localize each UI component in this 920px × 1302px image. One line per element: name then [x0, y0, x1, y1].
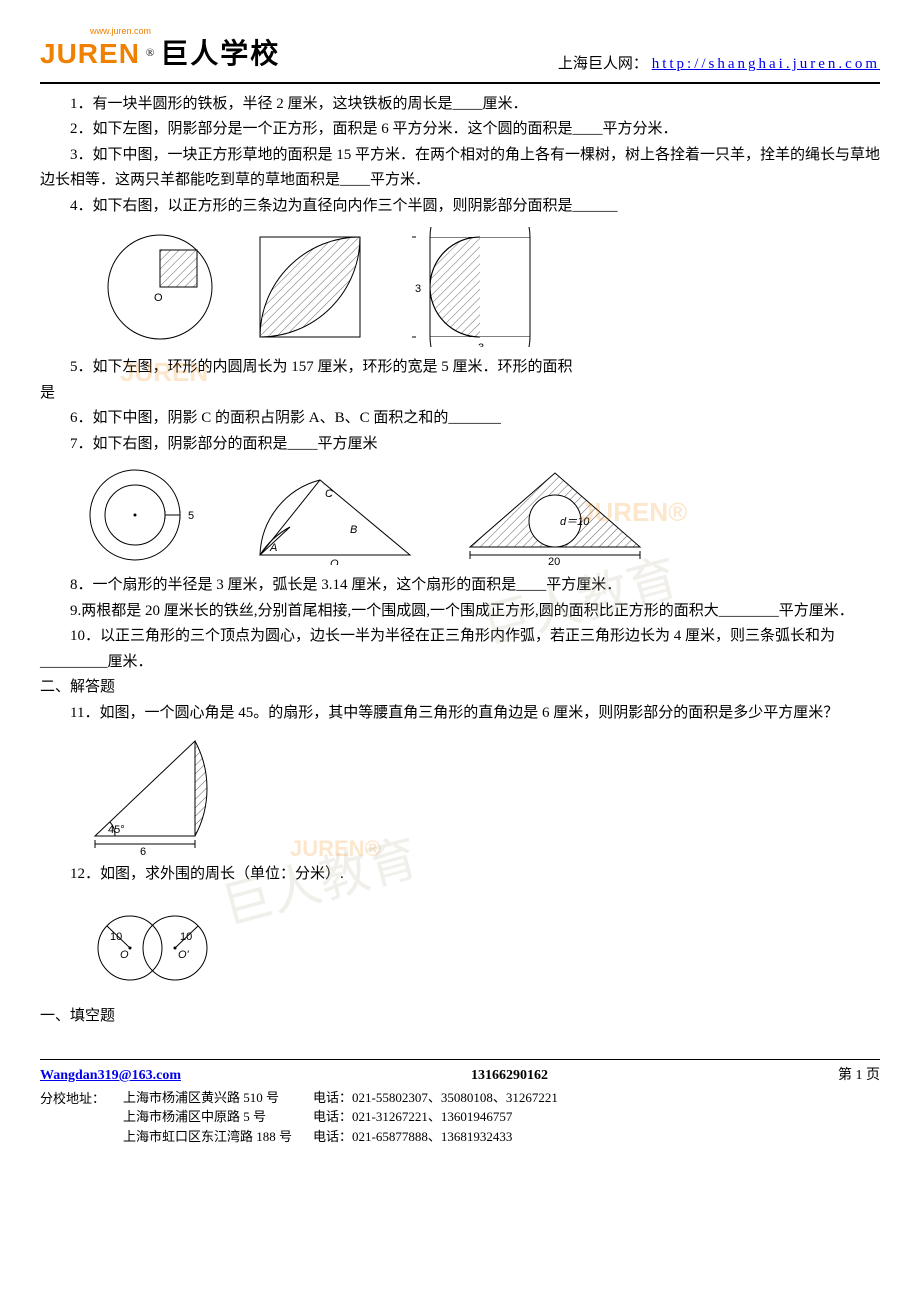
fig-q6-B: B [350, 524, 357, 536]
fig-q12-Op: O' [178, 949, 190, 961]
question-11: 11．如图，一个圆心角是 45。的扇形，其中等腰直角三角形的直角边是 6 厘米，… [40, 701, 880, 727]
figure-q7: d＝10 20 [460, 465, 650, 565]
question-12: 12．如图，求外围的周长（单位：分米）. [40, 862, 880, 888]
fig-q12-O: O [120, 949, 129, 961]
figure-q6: A B C O [250, 465, 420, 565]
figure-row-2: 5 A B C O d＝10 20 [40, 457, 880, 573]
fig-q11-angle: 45° [108, 824, 125, 836]
tel-1: 电话：021-55802307、35080108、31267221 [313, 1090, 558, 1105]
fig-q4-dim-v: 3 [415, 283, 421, 295]
fig-q11-base: 6 [140, 846, 146, 856]
logo-url: www.juren.com [90, 24, 151, 39]
fig-q12-r1: 10 [110, 931, 122, 943]
section-1: 一、填空题 [40, 1004, 880, 1030]
footer-email[interactable]: Wangdan319@163.com [40, 1064, 181, 1088]
addr-2: 上海市杨浦区中原路 5 号 [123, 1107, 313, 1127]
footer-phone: 13166290162 [471, 1064, 548, 1088]
section-2: 二、解答题 [40, 675, 880, 701]
footer-addr-label: 分校地址： [40, 1088, 105, 1147]
fig-label-O: O [154, 292, 163, 304]
question-10: 10．以正三角形的三个顶点为圆心，边长一半为半径在正三角形内作弧，若正三角形边长… [40, 624, 880, 675]
page-header: JUREN ® 巨人学校 www.juren.com 上海巨人网： http:/… [40, 30, 880, 84]
logo-text: 巨人学校 [160, 30, 280, 78]
figure-q5: 5 [80, 465, 210, 565]
question-4: 4．如下右图，以正方形的三条边为直径向内作三个半圆，则阴影部分面积是______ [40, 194, 880, 220]
logo: JUREN ® 巨人学校 www.juren.com [40, 30, 280, 78]
addr-1: 上海市杨浦区黄兴路 510 号 [123, 1088, 313, 1108]
figure-q4: 3 3 [400, 227, 550, 347]
figure-row-1: O [40, 219, 880, 355]
content-body: 1．有一块半圆形的铁板，半径 2 厘米，这块铁板的周长是____厘米． 2．如下… [40, 92, 880, 1040]
question-5b: 是 [40, 381, 880, 407]
figure-q3 [250, 227, 380, 347]
fig-q7-d: d＝10 [560, 516, 590, 528]
header-link-area: 上海巨人网： http://shanghai.juren.com [558, 52, 880, 78]
figure-q2: O [100, 227, 230, 347]
fig-q4-dim-h: 3 [478, 342, 484, 347]
question-9: 9.两根都是 20 厘米长的铁丝,分别首尾相接,一个围成圆,一个围成正方形,圆的… [40, 599, 880, 625]
tel-2: 电话：021-31267221、13601946757 [313, 1109, 512, 1124]
footer-addr-lines: 上海市杨浦区黄兴路 510 号电话：021-55802307、35080108、… [123, 1088, 558, 1147]
question-8: 8．一个扇形的半径是 3 厘米，弧长是 3.14 厘米，这个扇形的面积是____… [40, 573, 880, 599]
question-3: 3．如下中图，一块正方形草地的面积是 15 平方米．在两个相对的角上各有一棵树，… [40, 143, 880, 194]
question-1: 1．有一块半圆形的铁板，半径 2 厘米，这块铁板的周长是____厘米． [40, 92, 880, 118]
page-footer: Wangdan319@163.com 13166290162 第 1 页 分校地… [40, 1059, 880, 1146]
site-label: 上海巨人网： [558, 56, 648, 72]
question-6: 6．如下中图，阴影 C 的面积占阴影 A、B、C 面积之和的_______ [40, 406, 880, 432]
fig-q5-dim: 5 [188, 510, 194, 522]
question-2: 2．如下左图，阴影部分是一个正方形，面积是 6 平方分米．这个圆的面积是____… [40, 117, 880, 143]
figure-q12: 10 10 O O' [80, 898, 240, 998]
footer-page: 第 1 页 [838, 1064, 880, 1088]
fig-q12-r2: 10 [180, 931, 192, 943]
question-7: 7．如下右图，阴影部分的面积是____平方厘米 [40, 432, 880, 458]
tel-3: 电话：021-65877888、13681932433 [313, 1129, 512, 1144]
logo-registered: ® [146, 44, 154, 63]
fig-q7-w: 20 [548, 556, 560, 565]
site-link[interactable]: http://shanghai.juren.com [652, 56, 880, 72]
figure-q11: 45° 6 [80, 736, 250, 856]
figure-q12-wrap: 10 10 O O' [40, 888, 880, 1004]
fig-q6-O: O [330, 558, 339, 565]
addr-3: 上海市虹口区东江湾路 188 号 [123, 1127, 313, 1147]
fig-q6-C: C [325, 488, 333, 500]
fig-q6-A: A [269, 542, 277, 554]
figure-q11-wrap: 45° 6 [40, 726, 880, 862]
question-5a: 5．如下左图，环形的内圆周长为 157 厘米，环形的宽是 5 厘米．环形的面积 [40, 355, 880, 381]
